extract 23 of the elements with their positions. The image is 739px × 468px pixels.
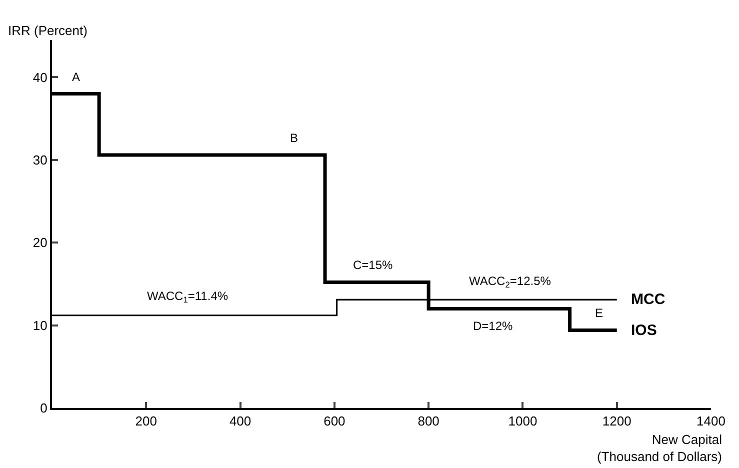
y-tick-label: 20 bbox=[32, 235, 48, 250]
annotation: B bbox=[290, 131, 298, 145]
annotation: E bbox=[595, 306, 604, 320]
series-label: MCC bbox=[631, 291, 666, 308]
x-axis-title: New Capital (Thousand of Dollars) bbox=[597, 432, 722, 464]
y-tick-label: 30 bbox=[32, 152, 48, 168]
annotation: A bbox=[72, 70, 80, 84]
x-tick-label: 1000 bbox=[508, 414, 538, 429]
y-axis-title: IRR (Percent) bbox=[8, 23, 88, 38]
annotation: WACC$_{2}$=12.5% bbox=[469, 274, 552, 290]
x-tick-label: 200 bbox=[135, 414, 157, 429]
series-label: IOS bbox=[631, 322, 657, 339]
x-tick-label: 1200 bbox=[602, 414, 632, 429]
annotation: D=12% bbox=[473, 319, 514, 333]
y-tick-label: 10 bbox=[32, 318, 48, 333]
y-tick-label: 40 bbox=[32, 70, 48, 85]
annotation: C=15% bbox=[353, 258, 394, 272]
x-tick-label: 800 bbox=[418, 414, 440, 429]
annotation: WACC$_{1}$=11.4% bbox=[147, 289, 228, 305]
x-tick-label: 600 bbox=[324, 414, 346, 429]
x-tick-label: 1400 bbox=[696, 414, 726, 429]
x-tick-label: 400 bbox=[229, 414, 252, 429]
y-tick-label: 0 bbox=[40, 400, 48, 416]
